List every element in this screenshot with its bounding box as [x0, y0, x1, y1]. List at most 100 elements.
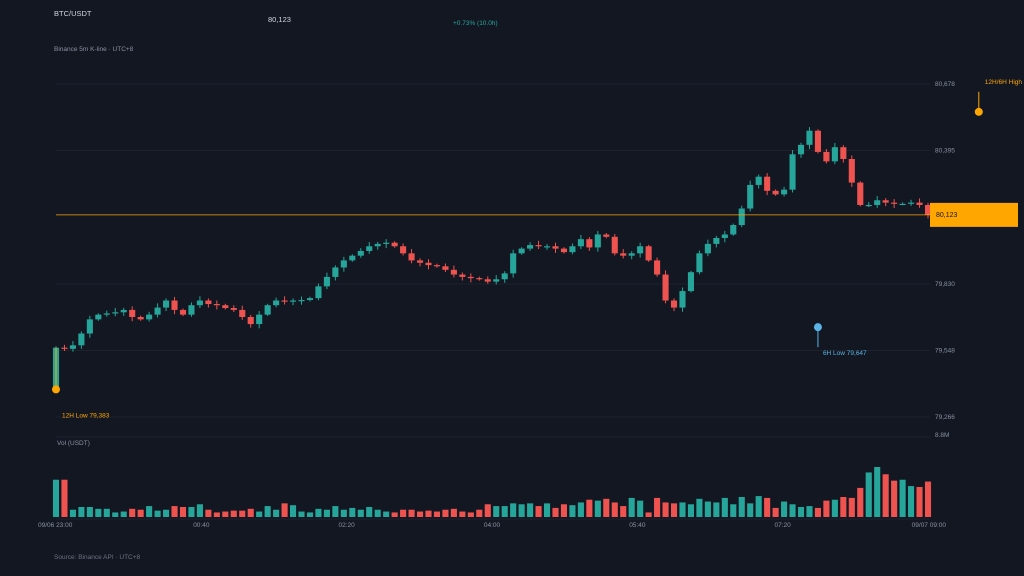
volume-bar [323, 509, 330, 517]
candle-body [916, 202, 923, 205]
candle-body [340, 260, 347, 268]
volume-bar [527, 503, 534, 517]
volume-bar [69, 509, 76, 517]
volume-bar [374, 509, 381, 517]
volume-bar [78, 507, 85, 517]
candle-body [747, 184, 754, 209]
volume-bar [908, 486, 915, 517]
candle-body [738, 208, 745, 226]
candle-body [349, 255, 356, 261]
candle-body [400, 246, 407, 254]
volume-bar [264, 506, 271, 517]
volume-bar [924, 481, 932, 517]
candle-body [924, 204, 932, 215]
candle-body [230, 308, 237, 310]
volume-bar [273, 509, 280, 517]
volume-bar [569, 505, 576, 517]
candle-body [891, 202, 898, 204]
candle-body [670, 300, 678, 308]
volume-bar [654, 497, 661, 517]
volume-bar [103, 508, 110, 517]
candle-body [696, 253, 703, 273]
time-tick-label: 07:20 [775, 522, 792, 529]
volume-bar [281, 503, 288, 517]
volume-bar [899, 479, 906, 517]
candle-body [179, 309, 187, 315]
candle-body [281, 300, 288, 302]
volume-bar [222, 511, 229, 517]
volume-bar [518, 504, 525, 517]
candle-body [687, 272, 694, 292]
candle-body [391, 242, 398, 247]
volume-pane-label: Vol (USDT) [57, 440, 90, 447]
volume-bar [577, 502, 584, 517]
candle-body [569, 246, 576, 253]
volume-bar [510, 503, 517, 517]
candle-body [645, 246, 652, 261]
candle-body [247, 317, 254, 325]
volume-bar [450, 508, 457, 517]
price-tick-label: 79,830 [935, 281, 955, 288]
volume-bar [112, 512, 119, 517]
volume-bar [433, 511, 441, 517]
candle-body [357, 250, 364, 256]
candle-body [112, 312, 119, 314]
candle-body [518, 248, 525, 254]
volume-bar [721, 497, 728, 517]
candle-body [459, 274, 466, 277]
candle-body [679, 291, 686, 308]
volume-bar [332, 506, 339, 517]
candle-body [577, 239, 584, 247]
time-tick-label: 04:00 [484, 522, 501, 529]
candle-body [908, 202, 915, 204]
candle-body [205, 300, 212, 305]
price-tick-label: 80,395 [935, 148, 955, 155]
candle-body [476, 278, 483, 280]
volume-bar [383, 511, 390, 517]
volume-bar [179, 507, 187, 517]
candle-body [874, 200, 881, 205]
candle-body [222, 305, 229, 309]
volume-bar [797, 507, 805, 517]
candle-body [306, 298, 314, 301]
volume-bar [594, 500, 601, 517]
volume-bar [747, 503, 754, 517]
candle-body [213, 304, 220, 306]
volume-max-label: 8.8M [935, 432, 949, 439]
candle-body [721, 234, 728, 239]
volume-bar [95, 508, 102, 517]
volume-bar [188, 507, 195, 517]
volume-bar [637, 500, 644, 517]
low-12h-marker [52, 385, 60, 394]
volume-bar [171, 506, 178, 517]
candle-body [806, 130, 813, 145]
candle-body [467, 276, 474, 279]
candle-body [366, 246, 373, 251]
candle-body [146, 314, 153, 320]
candle-body [103, 313, 110, 315]
high-annotation-label: 12H/6H High 80,560 [985, 79, 1024, 86]
volume-bar [645, 512, 652, 517]
candle-body [814, 130, 821, 152]
candle-body [442, 266, 449, 270]
candle-body [848, 158, 855, 183]
candle-body [755, 176, 762, 185]
volume-bar [137, 509, 144, 517]
volume-bar [400, 509, 407, 517]
volume-bar [874, 467, 881, 517]
volume-bar [340, 509, 347, 517]
candle-body [527, 245, 534, 249]
candle-body [493, 279, 500, 282]
change-percent: +0.73% (10.0h) [453, 20, 498, 27]
volume-bar [679, 502, 686, 517]
candle-body [450, 269, 457, 275]
candle-body [713, 238, 720, 244]
volume-bar [416, 511, 424, 517]
candle-body [315, 286, 322, 299]
candle-body [239, 309, 246, 318]
volume-bar [552, 507, 559, 517]
time-tick-label: 09/07 09:00 [912, 522, 947, 529]
volume-bar [239, 510, 246, 517]
volume-bar [560, 504, 568, 517]
